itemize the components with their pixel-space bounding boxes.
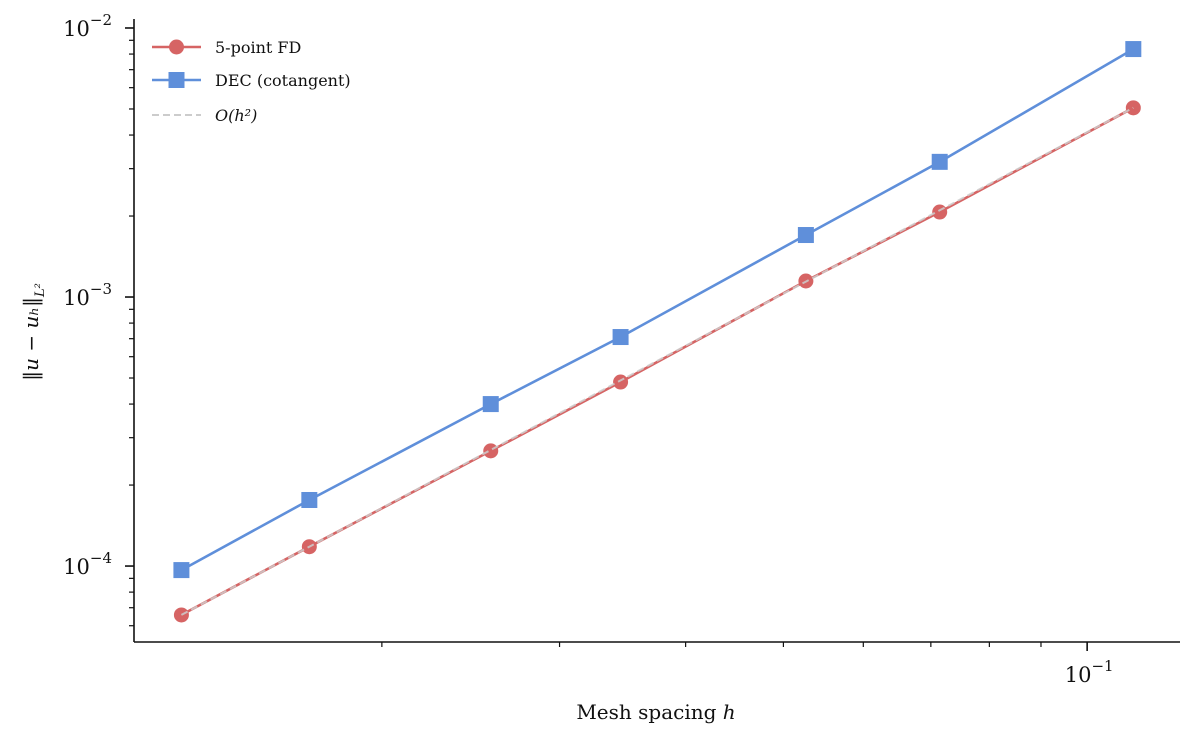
square-marker [173,562,190,579]
y-tick-label: 10−2 [63,11,112,41]
circle-marker [173,607,189,623]
series-o-h [180,106,1134,616]
y-tick-label: 10−4 [63,549,112,579]
axis-labels: Mesh spacing h ‖u − uₕ‖L² [19,283,736,724]
circle-marker [483,443,499,459]
legend-label: O(h²) [215,106,257,125]
reference-line [180,106,1134,616]
legend: 5-point FD DEC (cotangent) O(h²) [152,38,351,125]
circle-marker [613,374,629,390]
square-marker-icon [168,72,185,88]
square-marker [612,329,629,346]
circle-marker-icon [169,39,184,55]
series-dec-cotangent [173,41,1142,579]
square-marker [931,153,948,170]
legend-label: DEC (cotangent) [215,71,351,90]
square-marker [1125,41,1142,58]
x-tick-label: 10−1 [1065,657,1114,687]
legend-label: 5-point FD [215,38,301,57]
legend-item: 5-point FD [152,38,301,57]
square-marker [301,491,318,508]
circle-marker [932,204,948,220]
axes: 10−2 10−3 10−4 10−1 [63,11,1180,687]
x-axis-label: Mesh spacing h [576,700,735,724]
y-tick-label: 10−3 [63,280,112,310]
square-marker [482,396,499,413]
y-axis-label: ‖u − uₕ‖L² [19,283,48,381]
legend-item: O(h²) [152,106,257,125]
circle-marker [1125,100,1141,116]
legend-item: DEC (cotangent) [152,71,351,90]
square-marker [797,227,814,244]
series-layer [173,41,1142,623]
series-line [180,47,1134,572]
